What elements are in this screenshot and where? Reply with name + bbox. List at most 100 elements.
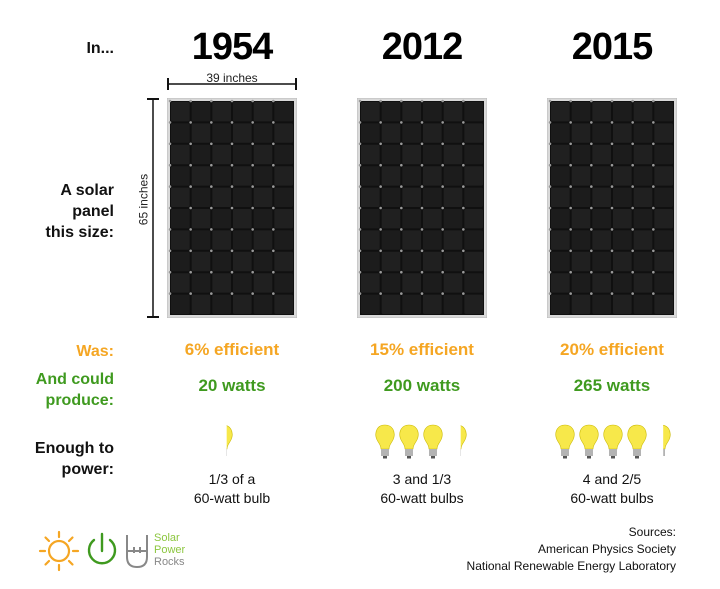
panel-cell <box>171 294 190 314</box>
panel-cell <box>253 187 273 207</box>
panel-cell <box>233 251 252 272</box>
panel-cell <box>654 144 673 165</box>
panel-cell <box>171 230 190 250</box>
panel-cell <box>233 166 252 186</box>
panel-cell <box>253 251 273 272</box>
panel-cell <box>633 273 653 293</box>
panel-cell <box>613 273 632 293</box>
panel-cell <box>592 294 611 314</box>
panel-cell <box>551 230 570 250</box>
bulb-icon <box>460 425 467 456</box>
panel-cell <box>443 144 463 165</box>
year-2012: 2012 <box>381 26 464 68</box>
bulb-icon <box>423 424 443 459</box>
panel-cell <box>654 273 673 293</box>
panel-cell <box>361 144 380 165</box>
panel-cell <box>361 251 380 272</box>
panel-cell <box>191 273 211 293</box>
watts-2012: 200 watts <box>383 376 461 395</box>
panel-cell <box>171 251 190 272</box>
panel-cell <box>212 230 231 250</box>
panel-cell <box>212 294 231 314</box>
panel-cell <box>551 251 570 272</box>
panel-cell <box>212 166 231 186</box>
bulb-icon <box>627 424 647 459</box>
bulb-icon <box>399 424 419 459</box>
sources: Sources: American Physics Society Nation… <box>467 524 676 575</box>
panel-cell <box>361 294 380 314</box>
panel-cell <box>402 123 421 143</box>
panel-cell <box>654 102 673 122</box>
panel-cell <box>613 102 632 122</box>
panel-cell <box>233 102 252 122</box>
panel-cell <box>402 187 421 207</box>
panel-cell <box>381 102 401 122</box>
panel-cell <box>402 294 421 314</box>
panel-cell <box>253 144 273 165</box>
panel-cell <box>212 251 231 272</box>
panel-cell <box>381 251 401 272</box>
panel-cell <box>233 144 252 165</box>
panel-cell <box>402 209 421 229</box>
panel-cell <box>381 294 401 314</box>
bulb-icon <box>226 425 233 456</box>
panel-cell <box>571 230 591 250</box>
panel-cell <box>551 102 570 122</box>
panel-cell <box>381 273 401 293</box>
panel-cell <box>613 294 632 314</box>
panel-cell <box>551 273 570 293</box>
panel-cell <box>592 102 611 122</box>
logo-line-3: Rocks <box>154 556 185 568</box>
panel-cell <box>423 187 442 207</box>
panel-cell <box>654 166 673 186</box>
panel-cell <box>233 230 252 250</box>
panel-cell <box>633 251 653 272</box>
panel-cell <box>381 230 401 250</box>
panel-cell <box>633 230 653 250</box>
panel-cell <box>171 273 190 293</box>
panel-cell <box>613 251 632 272</box>
panel-cell <box>551 187 570 207</box>
panel-cell <box>171 209 190 229</box>
panel-cell <box>274 251 293 272</box>
bulb-icon <box>555 424 575 459</box>
panel-cell <box>464 187 483 207</box>
panel-cell <box>171 144 190 165</box>
panel-cell <box>654 251 673 272</box>
row-label-in: In... <box>86 40 114 57</box>
panel-cell <box>423 144 442 165</box>
panel-cell <box>361 123 380 143</box>
panel-cell <box>402 102 421 122</box>
panel-cell <box>633 144 653 165</box>
width-dimension: 39 inches <box>167 72 297 92</box>
bulb-text-2012: 3 and 1/3 60-watt bulbs <box>380 471 464 506</box>
panel-cell <box>191 144 211 165</box>
panel-cell <box>233 209 252 229</box>
panel-cell <box>402 230 421 250</box>
sun-icon <box>38 530 80 572</box>
panel-cell <box>191 209 211 229</box>
panel-cell <box>633 209 653 229</box>
panel-cell <box>361 166 380 186</box>
solar-panel-2015 <box>547 98 677 318</box>
watts-1954: 20 watts <box>198 376 266 395</box>
panel-cell <box>654 294 673 314</box>
panel-cell <box>274 294 293 314</box>
panel-cell <box>423 273 442 293</box>
panel-cell <box>171 102 190 122</box>
panel-cell <box>253 294 273 314</box>
panel-cell <box>274 230 293 250</box>
panel-cell <box>443 273 463 293</box>
panel-cell <box>571 294 591 314</box>
panel-cell <box>464 166 483 186</box>
panel-cell <box>423 166 442 186</box>
panel-cell <box>171 166 190 186</box>
logo-line-1: Solar <box>154 532 180 544</box>
panel-cell <box>274 273 293 293</box>
power-icon <box>87 532 117 565</box>
panel-cell <box>253 209 273 229</box>
panel-cell <box>212 144 231 165</box>
panel-cell <box>361 230 380 250</box>
bulb-icon <box>603 424 623 459</box>
panel-cell <box>233 187 252 207</box>
